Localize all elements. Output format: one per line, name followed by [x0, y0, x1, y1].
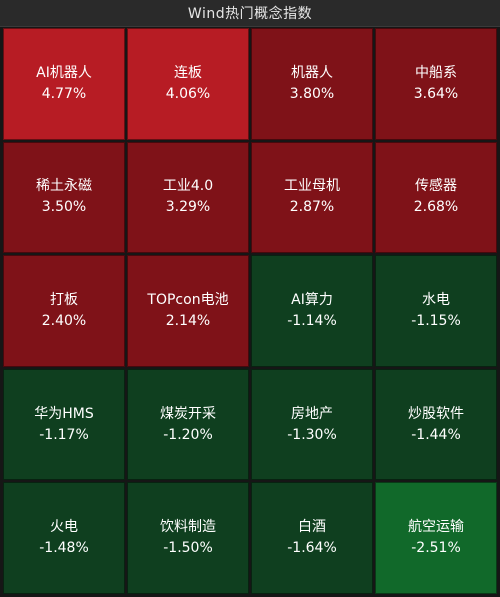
- concept-change-percent: 4.06%: [165, 85, 211, 102]
- concept-name: 稀土永磁: [36, 178, 92, 195]
- concept-change-percent: -1.44%: [411, 426, 461, 443]
- concept-tile[interactable]: 饮料制造 -1.50%: [127, 482, 249, 594]
- concept-name: 火电: [50, 519, 78, 536]
- concept-name: AI算力: [291, 291, 333, 308]
- concept-tile[interactable]: 白酒 -1.64%: [251, 482, 373, 594]
- concept-tile[interactable]: 航空运输 -2.51%: [375, 482, 497, 594]
- concept-name: 打板: [50, 291, 78, 308]
- concept-change-percent: -1.48%: [39, 540, 89, 557]
- concept-tile[interactable]: 机器人 3.80%: [251, 28, 373, 140]
- concept-change-percent: 3.64%: [413, 85, 459, 102]
- concept-tile[interactable]: 工业母机 2.87%: [251, 141, 373, 254]
- concept-name: 房地产: [291, 405, 333, 422]
- concept-name: 传感器: [415, 178, 457, 195]
- concept-change-percent: 3.50%: [41, 199, 87, 216]
- concept-index-grid: AI机器人 4.77% 连板 4.06% 机器人 3.80% 中船系 3.64% 稀土永磁 3.5…: [3, 28, 497, 594]
- concept-name: AI机器人: [36, 64, 92, 81]
- concept-change-percent: -1.20%: [163, 426, 213, 443]
- concept-name: 中船系: [415, 64, 457, 81]
- concept-tile[interactable]: AI机器人 4.77%: [3, 28, 125, 140]
- concept-change-percent: 2.14%: [165, 312, 211, 329]
- concept-tile[interactable]: 工业4.0 3.29%: [127, 141, 249, 254]
- concept-change-percent: 2.40%: [41, 312, 87, 329]
- concept-tile[interactable]: 炒股软件 -1.44%: [375, 368, 497, 481]
- concept-change-percent: -1.30%: [287, 426, 337, 443]
- concept-change-percent: -1.15%: [411, 312, 461, 329]
- concept-tile[interactable]: 房地产 -1.30%: [251, 368, 373, 481]
- concept-name: 连板: [174, 64, 202, 81]
- concept-change-percent: -1.17%: [39, 426, 89, 443]
- concept-change-percent: -2.51%: [411, 540, 461, 557]
- concept-change-percent: -1.50%: [163, 540, 213, 557]
- concept-tile[interactable]: 连板 4.06%: [127, 28, 249, 140]
- concept-tile[interactable]: 传感器 2.68%: [375, 141, 497, 254]
- concept-change-percent: 3.29%: [165, 199, 211, 216]
- concept-change-percent: 2.87%: [289, 199, 335, 216]
- concept-name: TOPcon电池: [147, 291, 229, 308]
- concept-name: 炒股软件: [408, 405, 464, 422]
- concept-change-percent: 4.77%: [41, 85, 87, 102]
- concept-change-percent: -1.64%: [287, 540, 337, 557]
- concept-tile[interactable]: 打板 2.40%: [3, 255, 125, 367]
- concept-tile[interactable]: 华为HMS -1.17%: [3, 368, 125, 481]
- concept-name: 机器人: [291, 64, 333, 81]
- concept-tile[interactable]: TOPcon电池 2.14%: [127, 255, 249, 367]
- concept-change-percent: 2.68%: [413, 199, 459, 216]
- concept-tile[interactable]: 火电 -1.48%: [3, 482, 125, 594]
- concept-name: 白酒: [298, 519, 326, 536]
- concept-name: 水电: [422, 291, 450, 308]
- concept-tile[interactable]: 中船系 3.64%: [375, 28, 497, 140]
- concept-tile[interactable]: 煤炭开采 -1.20%: [127, 368, 249, 481]
- concept-name: 华为HMS: [34, 405, 94, 422]
- concept-tile[interactable]: 水电 -1.15%: [375, 255, 497, 367]
- concept-name: 煤炭开采: [160, 405, 216, 422]
- concept-name: 航空运输: [408, 519, 464, 536]
- concept-change-percent: 3.80%: [289, 85, 335, 102]
- concept-name: 工业母机: [284, 178, 340, 195]
- concept-change-percent: -1.14%: [287, 312, 337, 329]
- concept-tile[interactable]: 稀土永磁 3.50%: [3, 141, 125, 254]
- concept-name: 工业4.0: [162, 178, 214, 195]
- concept-name: 饮料制造: [160, 519, 216, 536]
- panel-title: Wind热门概念指数: [0, 0, 500, 27]
- concept-tile[interactable]: AI算力 -1.14%: [251, 255, 373, 367]
